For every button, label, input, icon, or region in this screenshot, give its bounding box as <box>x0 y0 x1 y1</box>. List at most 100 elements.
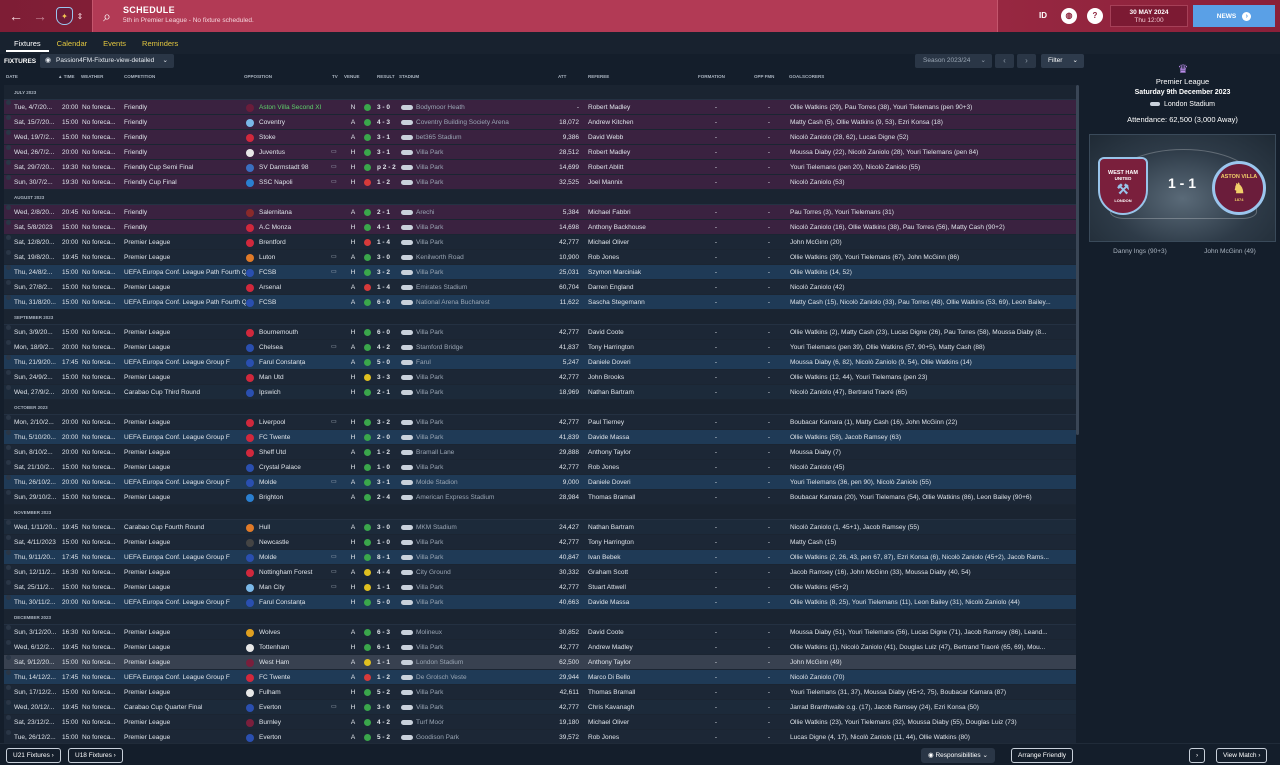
tab-reminders[interactable]: Reminders <box>142 39 179 48</box>
fixture-referee[interactable]: Robert Madley <box>588 104 631 111</box>
fixture-opponent[interactable]: Newcastle <box>259 539 289 546</box>
fixture-goalscorers[interactable]: Ollie Watkins (45+2) <box>790 584 849 591</box>
fixture-goalscorers[interactable]: Moussa Diaby (6, 82), Nicolò Zaniolo (9,… <box>790 359 972 366</box>
table-row[interactable]: Wed, 2/8/20... 20:45 No foreca... Friendly S… <box>4 205 1076 220</box>
fixture-score[interactable]: 3 - 2 <box>377 269 391 276</box>
table-row[interactable]: Wed, 20/12/... 19:45 No foreca... Carabao C… <box>4 700 1076 715</box>
fixture-score[interactable]: 1 - 4 <box>377 239 391 246</box>
fixture-goalscorers[interactable]: Ollie Watkins (1), Nicolò Zaniolo (41), … <box>790 644 1046 651</box>
search-icon[interactable]: ⌕ <box>103 8 111 24</box>
fixture-score[interactable]: 5 - 0 <box>377 599 391 606</box>
fixtures-table[interactable]: JULY 2023 Tue, 4/7/20... 20:00 No foreca...… <box>4 85 1076 743</box>
fixture-score[interactable]: 3 - 1 <box>377 149 391 156</box>
fixture-opponent[interactable]: Aston Villa Second XI <box>259 104 322 111</box>
fixture-opponent[interactable]: FCSB <box>259 299 277 306</box>
fixture-competition[interactable]: Premier League <box>124 254 171 261</box>
fixture-competition[interactable]: UEFA Europa Conf. League Path Fourth Qua… <box>124 269 246 276</box>
table-row[interactable]: Tue, 4/7/20... 20:00 No foreca... Friendly A… <box>4 100 1076 115</box>
fixture-referee[interactable]: Michael Fabbri <box>588 209 631 216</box>
fixture-stadium[interactable]: Molde Stadion <box>416 479 458 486</box>
fixture-opponent[interactable]: Molde <box>259 554 277 561</box>
table-row[interactable]: Sun, 17/12/2... 15:00 No foreca... Premier … <box>4 685 1076 700</box>
fixture-referee[interactable]: Michael Oliver <box>588 239 630 246</box>
fixture-score[interactable]: 4 - 1 <box>377 224 391 231</box>
id-icon[interactable]: ID <box>1039 11 1047 20</box>
fixture-stadium[interactable]: De Grolsch Veste <box>416 674 467 681</box>
fixture-referee[interactable]: Joel Mannix <box>588 179 623 186</box>
fixture-opponent[interactable]: Juventus <box>259 149 286 156</box>
fixture-referee[interactable]: Tony Harrington <box>588 344 634 351</box>
fixture-referee[interactable]: Ivan Bebek <box>588 554 621 561</box>
fixture-goalscorers[interactable]: Nicolò Zaniolo (42) <box>790 284 845 291</box>
fixture-stadium[interactable]: Villa Park <box>416 599 444 606</box>
table-row[interactable]: Sun, 3/12/20... 16:30 No foreca... Premier … <box>4 625 1076 640</box>
table-row[interactable]: Thu, 5/10/20... 20:00 No foreca... UEFA Eur… <box>4 430 1076 445</box>
fixture-stadium[interactable]: bet365 Stadium <box>416 134 462 141</box>
table-row[interactable]: Sun, 3/9/20... 15:00 No foreca... Premier L… <box>4 325 1076 340</box>
fixture-opponent[interactable]: Burnley <box>259 719 282 726</box>
fixture-opponent[interactable]: Crystal Palace <box>259 464 301 471</box>
fixture-opponent[interactable]: Salernitana <box>259 209 292 216</box>
col-time[interactable]: ▲ TIME <box>58 74 75 79</box>
table-row[interactable]: Wed, 19/7/2... 15:00 No foreca... Friendly S… <box>4 130 1076 145</box>
fixture-competition[interactable]: Premier League <box>124 584 171 591</box>
table-row[interactable]: Mon, 18/9/2... 20:00 No foreca... Premier L… <box>4 340 1076 355</box>
fixture-score[interactable]: 3 - 0 <box>377 254 391 261</box>
fixture-opponent[interactable]: Luton <box>259 254 276 261</box>
fixture-referee[interactable]: Rob Jones <box>588 254 620 261</box>
fixture-referee[interactable]: Andrew Kitchen <box>588 119 634 126</box>
fixture-referee[interactable]: David Webb <box>588 134 624 141</box>
fixture-referee[interactable]: Paul Tierney <box>588 419 625 426</box>
fixture-stadium[interactable]: Villa Park <box>416 149 444 156</box>
fixture-score[interactable]: 4 - 4 <box>377 569 391 576</box>
fixture-stadium[interactable]: Molineux <box>416 629 443 636</box>
fixture-competition[interactable]: UEFA Europa Conf. League Path Fourth Qua… <box>124 299 246 306</box>
fixture-goalscorers[interactable]: Jacob Ramsey (16), John McGinn (33), Mou… <box>790 569 971 576</box>
fixture-referee[interactable]: Thomas Bramall <box>588 689 636 696</box>
fixture-goalscorers[interactable]: Pau Torres (3), Youri Tielemans (31) <box>790 209 894 216</box>
fixture-score[interactable]: 8 - 1 <box>377 554 391 561</box>
fixture-score[interactable]: 3 - 0 <box>377 104 391 111</box>
fixture-goalscorers[interactable]: Ollie Watkins (8, 25), Youri Tielemans (… <box>790 599 1020 606</box>
table-row[interactable]: Sun, 29/10/2... 15:00 No foreca... Premier … <box>4 490 1076 505</box>
fixture-stadium[interactable]: Villa Park <box>416 374 444 381</box>
fixture-goalscorers[interactable]: Moussa Diaby (51), Youri Tielemans (56),… <box>790 629 1048 636</box>
fixture-opponent[interactable]: FCSB <box>259 269 277 276</box>
fixture-goalscorers[interactable]: Youri Tielemans (pen 20), Nicolò Zaniolo… <box>790 164 921 171</box>
fixture-referee[interactable]: Sascha Stegemann <box>588 299 645 306</box>
table-row[interactable]: Sun, 27/8/2... 15:00 No foreca... Premier L… <box>4 280 1076 295</box>
fixture-referee[interactable]: Anthony Backhouse <box>588 224 646 231</box>
fixture-competition[interactable]: Friendly <box>124 119 148 126</box>
fixture-referee[interactable]: Rob Jones <box>588 734 620 741</box>
fixture-score[interactable]: 3 - 0 <box>377 704 391 711</box>
club-switch-icon[interactable]: ⇕ <box>76 11 84 21</box>
fixture-opponent[interactable]: Bournemouth <box>259 329 299 336</box>
fixture-referee[interactable]: Rob Jones <box>588 464 620 471</box>
fixture-referee[interactable]: John Brooks <box>588 374 625 381</box>
fixture-competition[interactable]: Premier League <box>124 284 171 291</box>
tab-fixtures[interactable]: Fixtures <box>6 38 49 52</box>
fixture-stadium[interactable]: Arechi <box>416 209 435 216</box>
fixture-goalscorers[interactable]: John McGinn (20) <box>790 239 842 246</box>
fixture-score[interactable]: 6 - 0 <box>377 329 391 336</box>
fixture-competition[interactable]: Premier League <box>124 449 171 456</box>
fixture-stadium[interactable]: Villa Park <box>416 434 444 441</box>
fixture-goalscorers[interactable]: Jarrad Branthwaite o.g. (17), Jacob Rams… <box>790 704 979 711</box>
table-row[interactable]: Sun, 8/10/2... 20:00 No foreca... Premier L… <box>4 445 1076 460</box>
table-row[interactable]: Sat, 4/11/2023 15:00 No foreca... Premier L… <box>4 535 1076 550</box>
news-button[interactable]: NEWS › <box>1193 5 1275 27</box>
fixture-score[interactable]: 1 - 2 <box>377 674 391 681</box>
fixture-opponent[interactable]: Man City <box>259 584 285 591</box>
fixture-score[interactable]: 5 - 2 <box>377 689 391 696</box>
fixture-stadium[interactable]: Villa Park <box>416 239 444 246</box>
fixture-referee[interactable]: Nathan Bartram <box>588 524 634 531</box>
game-date[interactable]: 30 MAY 2024 Thu 12:00 <box>1110 5 1188 27</box>
table-row[interactable]: Thu, 30/11/2... 20:00 No foreca... UEFA Eur… <box>4 595 1076 610</box>
fixture-competition[interactable]: Friendly <box>124 209 148 216</box>
fixture-goalscorers[interactable]: Matty Cash (5), Ollie Watkins (9, 53), E… <box>790 119 943 126</box>
fixture-score[interactable]: 1 - 1 <box>377 584 391 591</box>
fixture-referee[interactable]: Davide Massa <box>588 599 630 606</box>
table-row[interactable]: Thu, 21/9/20... 17:45 No foreca... UEFA Eur… <box>4 355 1076 370</box>
fixture-goalscorers[interactable]: Youri Tielemans (36, pen 90), Nicolò Zan… <box>790 479 932 486</box>
col-goalscorers[interactable]: GOALSCORERS <box>789 74 825 79</box>
